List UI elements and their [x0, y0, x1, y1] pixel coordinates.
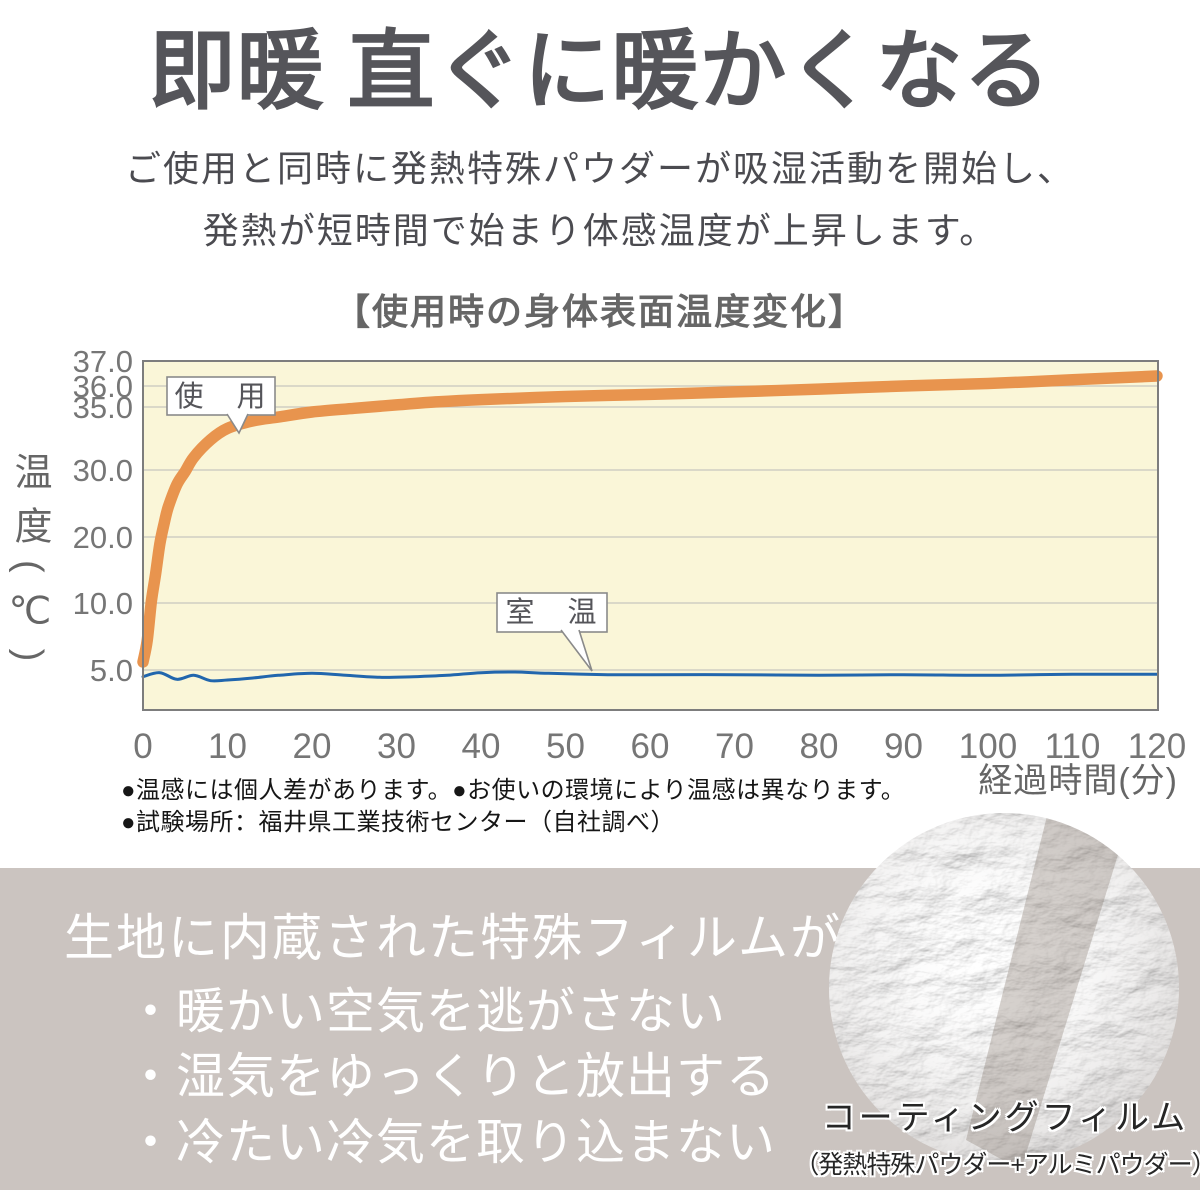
room-line	[141, 670, 1159, 683]
page-subtitle: ご使用と同時に発熱特殊パウダーが吸湿活動を開始し、 発熱が短時間で始まり体感温度…	[0, 138, 1200, 262]
use-callout: 使 用	[166, 376, 276, 435]
x-tick-label: 0	[133, 727, 152, 766]
plot-border	[142, 360, 1159, 711]
panel-bullet-3: ・冷たい冷気を取り込まない	[126, 1115, 777, 1170]
x-tick-label: 50	[546, 727, 585, 766]
x-tick-label: 40	[462, 727, 501, 766]
y-tick-label: 30.0	[73, 453, 133, 488]
use-callout-label: 使 用	[174, 380, 267, 413]
y-tick-label: 5.0	[90, 653, 133, 688]
y-tick-label: 10.0	[73, 586, 133, 621]
use-callout-pointer	[226, 413, 249, 435]
panel-bullet-1: ・暖かい空気を逃がさない	[126, 984, 727, 1039]
y-axis-title: 温度(℃)	[8, 452, 50, 678]
x-tick-label: 90	[884, 727, 923, 766]
film-caption-line-2: （発熱特殊パウダー+アルミパウダー）	[794, 1151, 1200, 1179]
room-callout-pointer	[560, 629, 593, 672]
series-lines	[137, 370, 1163, 683]
x-axis-ticks: 0 10 20 30 40 50 60 70 80 90 100 110 120	[133, 727, 1186, 766]
y-tick-label: 36.0	[73, 369, 133, 404]
film-texture	[829, 813, 1179, 1163]
chart-title: 【使用時の身体表面温度変化】	[333, 292, 866, 332]
film-caption-line-1: コーティングフィルム	[821, 1099, 1189, 1137]
room-callout-label: 室 温	[505, 596, 598, 629]
page-title: 即暖 直ぐに暖かくなる	[148, 23, 1052, 120]
panel-bullet-2: ・湿気をゆっくりと放出する	[126, 1049, 777, 1104]
footnote-line-2: ●試験場所：福井県工業技術センター（自社調べ）	[121, 809, 675, 836]
use-line	[137, 370, 1163, 668]
film-photo	[829, 813, 1179, 1163]
subtitle-line-1: ご使用と同時に発熱特殊パウダーが吸湿活動を開始し、	[124, 149, 1075, 189]
film-caption: コーティングフィルム （発熱特殊パウダー+アルミパウダー）	[790, 1090, 1200, 1181]
y-axis-ticks: 37.036.035.0 30.0 20.0 10.0 5.0	[73, 344, 133, 688]
y-tick-label: 37.0	[73, 344, 133, 379]
x-tick-label: 70	[715, 727, 754, 766]
use-callout-box	[166, 376, 276, 416]
plot-area	[143, 361, 1158, 710]
footnote-line-1: ●温感には個人差があります。●お使いの環境により温感は異なります。	[121, 777, 906, 804]
y-tick-label: 35.0	[73, 390, 133, 425]
room-callout: 室 温	[496, 592, 608, 672]
x-tick-label: 30	[377, 727, 416, 766]
x-tick-label: 60	[631, 727, 670, 766]
x-tick-label: 120	[1128, 727, 1186, 766]
x-axis-title: 経過時間(分)	[978, 762, 1178, 800]
subtitle-line-2: 発熱が短時間で始まり体感温度が上昇します。	[202, 211, 998, 251]
x-tick-label: 110	[1045, 727, 1101, 766]
x-tick-label: 20	[293, 727, 332, 766]
room-callout-box	[496, 592, 608, 633]
x-tick-label: 80	[800, 727, 839, 766]
panel-heading: 生地に内蔵された特殊フィルムが	[64, 910, 842, 966]
y-tick-label: 20.0	[73, 520, 133, 555]
x-tick-label: 10	[208, 727, 247, 766]
x-tick-label: 100	[959, 727, 1017, 766]
temperature-chart: 使 用 室 温 37.036.035.0 30.0 20.0 10.0 5.0 0 10 2…	[73, 344, 1187, 766]
